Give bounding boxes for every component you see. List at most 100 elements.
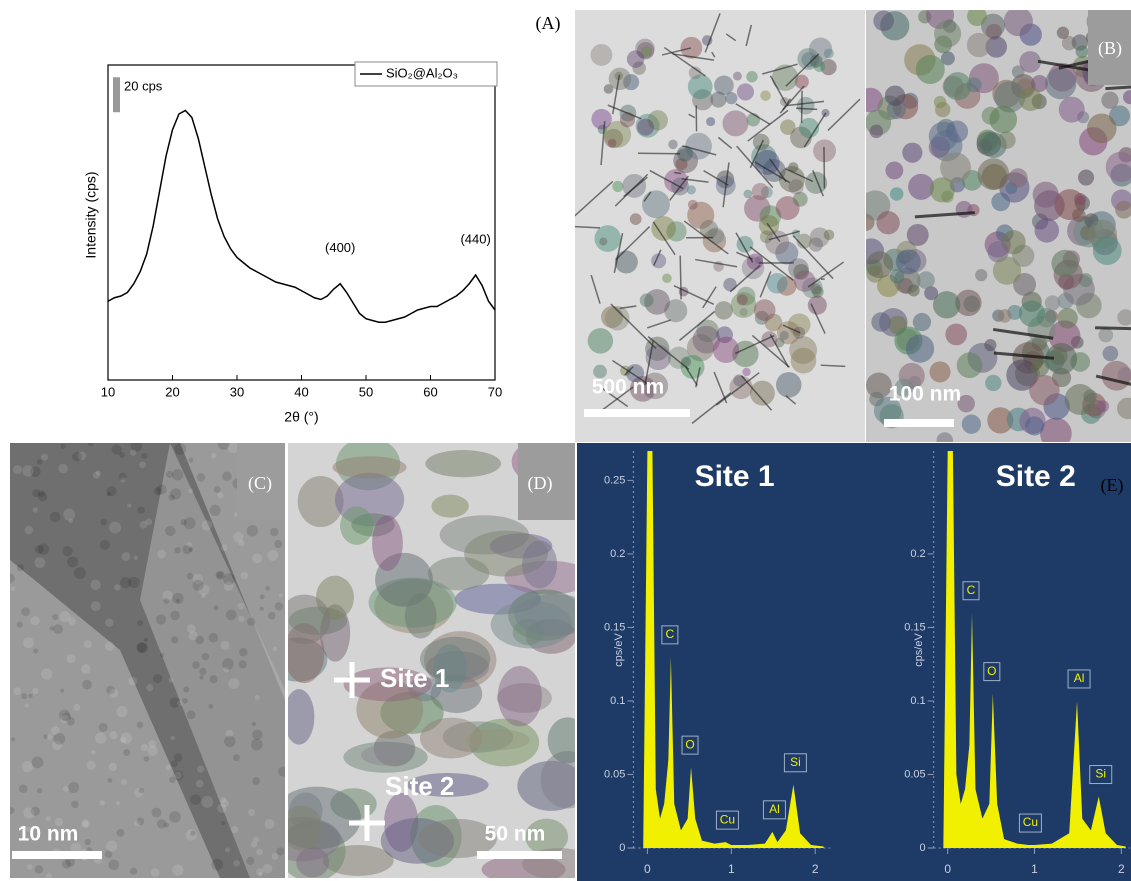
grain [71,800,79,808]
particle [824,230,835,241]
panel-label: (C) [248,473,272,494]
grain [121,478,126,483]
grain [211,453,216,458]
grain [238,660,246,668]
peak-label: O [987,664,996,678]
particle [1019,88,1042,111]
grain [247,618,255,626]
particle [967,33,991,57]
grain [256,849,263,856]
grain [114,584,121,591]
grain [199,668,206,675]
peak-annotation: (440) [460,231,490,246]
scale-bar-label: 100 nm [889,383,961,406]
particle [767,273,788,294]
grain [237,603,244,610]
grain [225,847,230,852]
grain [107,486,117,496]
particle [1008,168,1027,187]
particle [885,162,903,180]
particle [1093,236,1122,265]
particle [668,140,677,149]
grain [188,488,193,493]
grain [169,678,174,683]
particle [1097,400,1109,412]
grain [220,641,229,650]
grain [169,811,181,823]
x-tick-label: 60 [423,384,437,399]
particle [967,77,982,92]
scale-bar [477,851,562,859]
grain [186,542,192,548]
grain [224,581,234,591]
particle [722,110,748,136]
grain [239,648,247,656]
particle [588,328,613,353]
particle [646,345,671,370]
flake [405,593,437,638]
flake [425,450,501,477]
grain [164,598,170,604]
particle [982,164,1008,190]
grain [50,626,55,631]
grain [41,668,52,679]
particle [885,86,905,106]
grain [153,674,162,683]
grain [252,730,262,740]
grain [95,732,107,744]
grain [240,572,248,580]
x-tick-label: 70 [488,384,502,399]
grain [62,546,72,556]
particle [907,224,929,246]
grain [123,749,130,756]
grain [121,552,130,561]
grain [141,744,148,751]
flake [332,456,406,478]
grain [116,706,127,717]
grain [251,739,263,751]
spectrum-title: Site 2 [996,460,1076,493]
scale-bar-label: 20 cps [124,78,163,93]
particle [902,143,922,163]
grain [144,756,150,762]
particle [906,335,934,363]
fibre [1095,328,1131,329]
y-axis-label: cps/eV [913,633,925,667]
grain [119,452,125,458]
grain [168,494,174,500]
grain [32,756,44,768]
grain [147,746,157,756]
grain [109,689,118,698]
particle [1059,97,1085,123]
particle [760,90,771,101]
grain [121,779,127,785]
grain [35,865,43,873]
grain [21,693,27,699]
particle [737,294,748,305]
grain [172,469,183,480]
grain [160,653,164,657]
particle [754,299,776,321]
fibre [674,172,681,173]
grain [187,710,196,719]
grain [116,801,120,805]
grain [116,829,124,837]
particle [975,269,987,281]
x-tick-label: 0 [644,862,651,876]
grain [209,704,214,709]
particle [642,190,670,218]
panel-label: (E) [1101,475,1124,496]
peak-label: C [967,583,976,597]
particle [908,284,920,296]
particle [964,296,980,312]
grain [256,868,264,876]
grain [263,864,273,874]
grain [60,689,64,693]
particle [688,200,698,210]
grain [17,564,24,571]
grain [120,577,131,588]
particle [620,112,635,127]
grain [108,859,119,870]
scale-bar [884,419,954,427]
grain [41,454,48,461]
